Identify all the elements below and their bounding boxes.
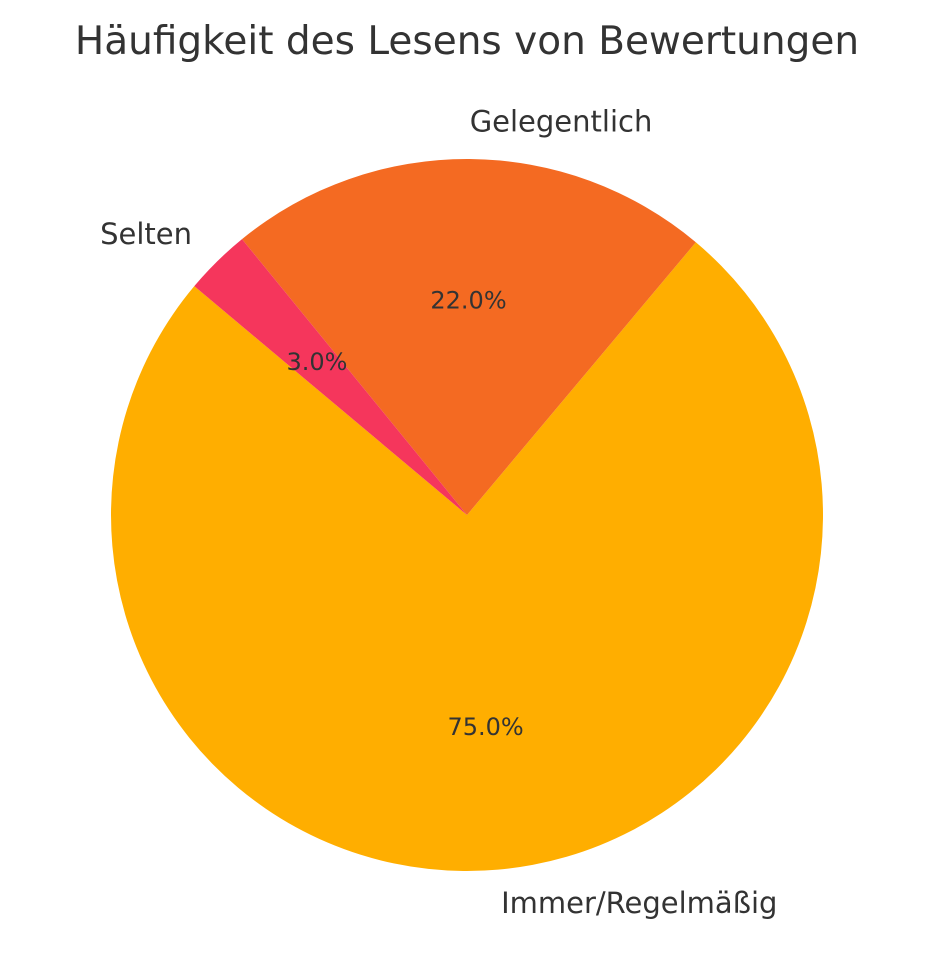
slice-label: Selten: [100, 217, 192, 251]
slice-label: Immer/Regelmäßig: [501, 886, 777, 920]
pie-slice-immer-regelmäßig: [111, 242, 824, 872]
pie-slice-gelegentlich: [242, 159, 696, 516]
pie-slices: [111, 159, 824, 872]
slice-percent-label: 75.0%: [447, 713, 523, 741]
slice-label: Gelegentlich: [470, 104, 653, 138]
chart-title: Häufigkeit des Lesens von Bewertungen: [75, 19, 859, 64]
pie-labels: Immer/Regelmäßig 75.0% Gelegentlich 22.0% Se…: [100, 104, 777, 920]
slice-percent-label: 22.0%: [430, 286, 506, 314]
slice-percent-label: 3.0%: [287, 348, 348, 376]
pie-slice-selten: [194, 239, 468, 515]
